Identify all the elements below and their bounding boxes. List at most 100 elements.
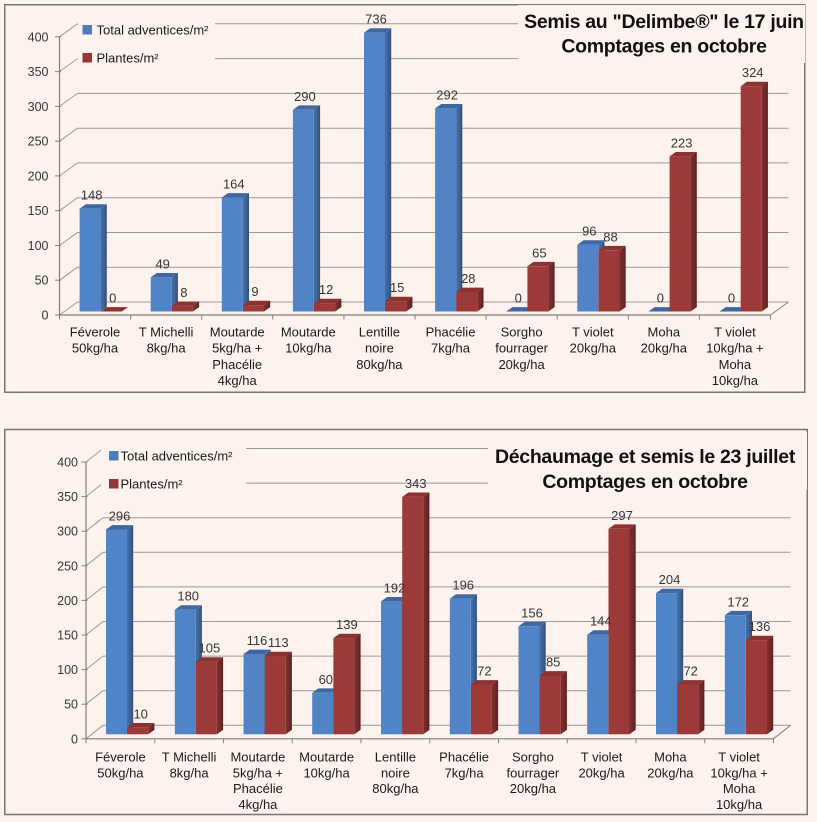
svg-text:10kg/ha +: 10kg/ha + [706,341,763,356]
svg-text:72: 72 [477,664,491,679]
svg-text:20kg/ha: 20kg/ha [578,765,625,780]
svg-text:60: 60 [319,672,333,687]
svg-text:156: 156 [521,605,543,620]
svg-text:200: 200 [28,169,49,183]
svg-text:164: 164 [223,177,245,192]
svg-text:Féverole: Féverole [95,750,146,765]
svg-text:736: 736 [365,12,387,27]
svg-text:T violet: T violet [714,325,756,340]
svg-text:Moha: Moha [654,750,687,765]
svg-text:12: 12 [319,282,333,297]
svg-text:T Michelli: T Michelli [139,325,194,340]
svg-text:Plantes/m²: Plantes/m² [121,477,184,492]
svg-text:T violet: T violet [572,325,614,340]
svg-text:0: 0 [109,291,116,306]
svg-text:20kg/ha: 20kg/ha [641,341,688,356]
svg-text:Moutarde: Moutarde [299,750,354,765]
svg-text:300: 300 [57,525,78,539]
svg-text:Total adventices/m²: Total adventices/m² [97,23,210,38]
svg-text:49: 49 [155,256,169,271]
svg-text:Total adventices/m²: Total adventices/m² [121,449,234,464]
svg-text:10kg/ha: 10kg/ha [303,765,350,780]
svg-text:Sorgho: Sorgho [512,750,554,765]
svg-text:Sorgho: Sorgho [501,325,543,340]
svg-text:8kg/ha: 8kg/ha [147,341,187,356]
svg-text:5kg/ha +: 5kg/ha + [233,765,283,780]
svg-text:fourrager: fourrager [507,765,560,780]
svg-text:Comptages en octobre: Comptages en octobre [542,471,748,493]
svg-text:8kg/ha: 8kg/ha [170,765,210,780]
svg-text:Lentille: Lentille [359,325,400,340]
svg-text:50: 50 [35,274,49,288]
svg-text:4kg/ha: 4kg/ha [238,797,278,812]
svg-text:105: 105 [199,641,221,656]
svg-text:Déchaumage et semis le 23 juil: Déchaumage et semis le 23 juillet [495,446,796,468]
svg-text:150: 150 [57,629,78,643]
svg-text:72: 72 [683,664,697,679]
svg-text:100: 100 [28,239,49,253]
svg-text:96: 96 [582,224,596,239]
svg-text:324: 324 [742,65,764,80]
svg-text:80kg/ha: 80kg/ha [372,781,419,796]
svg-text:204: 204 [659,572,681,587]
svg-text:113: 113 [268,635,289,650]
svg-text:Féverole: Féverole [70,325,121,340]
svg-text:116: 116 [247,633,268,648]
svg-text:85: 85 [546,655,560,670]
svg-text:350: 350 [28,65,49,79]
svg-text:Phacélie: Phacélie [439,750,489,765]
svg-text:400: 400 [28,30,49,44]
svg-text:Moha: Moha [723,781,756,796]
svg-text:297: 297 [611,508,633,523]
svg-text:144: 144 [590,614,612,629]
svg-text:7kg/ha: 7kg/ha [445,765,485,780]
svg-text:fourrager: fourrager [495,341,548,356]
svg-text:292: 292 [436,87,458,102]
svg-text:0: 0 [71,732,78,746]
svg-text:223: 223 [671,135,693,150]
svg-text:100: 100 [57,663,78,677]
svg-text:350: 350 [57,490,78,504]
svg-text:Moha: Moha [719,357,752,372]
svg-text:300: 300 [28,100,49,114]
svg-text:10kg/ha: 10kg/ha [712,373,759,388]
svg-text:139: 139 [336,617,358,632]
svg-text:50kg/ha: 50kg/ha [97,765,144,780]
svg-text:Moutarde: Moutarde [210,325,265,340]
svg-text:20kg/ha: 20kg/ha [647,765,694,780]
svg-text:0: 0 [728,291,735,306]
svg-text:Comptages en octobre: Comptages en octobre [561,36,767,58]
svg-text:148: 148 [81,188,103,203]
svg-text:343: 343 [405,476,427,491]
svg-text:10kg/ha +: 10kg/ha + [710,765,767,780]
svg-text:0: 0 [657,291,664,306]
svg-text:400: 400 [57,456,78,470]
svg-text:172: 172 [727,594,749,609]
svg-text:150: 150 [28,204,49,218]
svg-text:Moutarde: Moutarde [281,325,336,340]
svg-text:50: 50 [64,698,78,712]
svg-text:8: 8 [180,285,187,300]
svg-text:Phacélie: Phacélie [426,325,476,340]
svg-text:4kg/ha: 4kg/ha [218,373,258,388]
svg-text:250: 250 [57,559,78,573]
svg-text:0: 0 [42,309,49,323]
svg-text:250: 250 [28,135,49,149]
svg-text:0: 0 [515,291,522,306]
svg-text:9: 9 [251,284,258,299]
svg-text:20kg/ha: 20kg/ha [510,781,557,796]
svg-text:20kg/ha: 20kg/ha [570,341,617,356]
svg-text:10: 10 [133,706,147,721]
svg-text:296: 296 [109,509,131,524]
svg-text:Phacélie: Phacélie [212,357,262,372]
svg-text:290: 290 [294,89,316,104]
svg-text:7kg/ha: 7kg/ha [431,341,471,356]
svg-text:180: 180 [177,589,199,604]
svg-text:Semis au "Delimbe®" le 17 juin: Semis au "Delimbe®" le 17 juin [524,11,804,33]
svg-text:20kg/ha: 20kg/ha [498,357,545,372]
svg-text:28: 28 [461,271,475,286]
svg-text:noire: noire [365,341,394,356]
svg-text:136: 136 [749,619,771,634]
svg-text:Phacélie: Phacélie [233,781,283,796]
svg-text:50kg/ha: 50kg/ha [72,341,119,356]
